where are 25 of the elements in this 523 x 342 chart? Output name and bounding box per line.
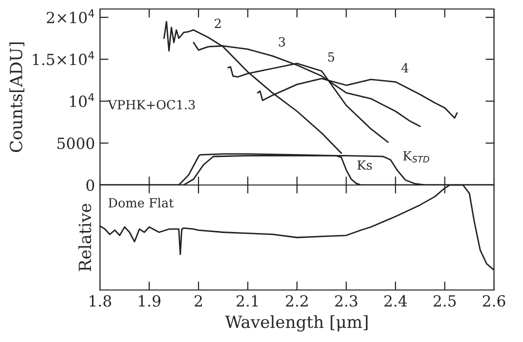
annotation: 3 — [278, 37, 285, 47]
annotation: 4 — [401, 63, 408, 72]
annotation: 5 — [328, 52, 334, 62]
x-tick-label: 2.4 — [384, 295, 407, 307]
annotation: Ks — [357, 160, 372, 170]
x-axis-title: Wavelength [μm] — [225, 315, 368, 332]
x-tick-label: 2.2 — [286, 295, 308, 307]
y-tick-label: 10$^{4}$ — [70, 93, 94, 108]
y-tick-label: 0 — [86, 179, 94, 192]
annotation: K$_{STD}$ — [403, 151, 430, 163]
annotation: Dome Flat — [108, 198, 174, 208]
x-tick-label: 2.5 — [434, 295, 456, 307]
y-axis-title: Relative — [78, 204, 92, 272]
y-tick-label: 2×10$^{4}$ — [46, 9, 94, 24]
x-tick-label: 1.8 — [90, 295, 112, 307]
y-tick-label: 5000 — [58, 138, 94, 150]
x-tick-label: 2.3 — [335, 295, 358, 307]
y-axis-title: Counts[ADU] — [9, 42, 24, 152]
x-tick-label: 1.9 — [138, 295, 160, 307]
x-tick-label: 2.1 — [236, 295, 258, 307]
annotation: 2 — [214, 18, 221, 28]
x-tick-label: 2.6 — [482, 295, 506, 307]
annotation: VPHK+OC1.3 — [108, 100, 195, 110]
x-tick-label: 2 — [194, 295, 202, 306]
y-tick-label: 1.5×10$^{4}$ — [32, 51, 94, 66]
